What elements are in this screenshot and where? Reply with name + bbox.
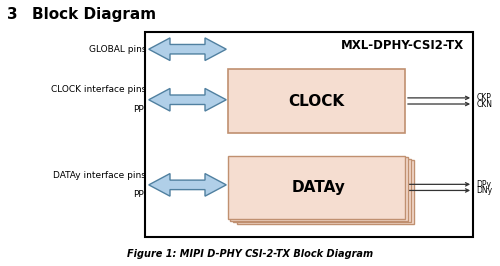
Bar [233, 159, 410, 222]
Text: DATAy interface pins: DATAy interface pins [54, 171, 146, 180]
Text: 3: 3 [8, 7, 18, 22]
Text: DNy: DNy [476, 186, 492, 195]
Polygon shape [149, 174, 226, 196]
Polygon shape [149, 38, 226, 61]
Bar [230, 157, 408, 221]
Bar [228, 69, 405, 133]
Text: PPI: PPI [133, 190, 146, 199]
Text: DATAy: DATAy [292, 180, 346, 195]
Text: GLOBAL pins: GLOBAL pins [89, 45, 146, 54]
Text: PPI: PPI [133, 105, 146, 114]
Text: DPy: DPy [476, 180, 492, 189]
Polygon shape [149, 88, 226, 111]
Bar [236, 160, 414, 224]
Text: Figure 1: MIPI D-PHY CSI-2-TX Block Diagram: Figure 1: MIPI D-PHY CSI-2-TX Block Diag… [127, 249, 373, 259]
Text: MXL-DPHY-CSI2-TX: MXL-DPHY-CSI2-TX [340, 39, 464, 52]
Text: CKN: CKN [476, 99, 492, 109]
Text: CLOCK interface pins: CLOCK interface pins [51, 85, 146, 94]
Bar [228, 156, 405, 219]
Text: CKP: CKP [476, 93, 492, 102]
Text: CLOCK: CLOCK [288, 94, 344, 109]
Bar [145, 32, 472, 237]
Text: Block Diagram: Block Diagram [32, 7, 156, 22]
